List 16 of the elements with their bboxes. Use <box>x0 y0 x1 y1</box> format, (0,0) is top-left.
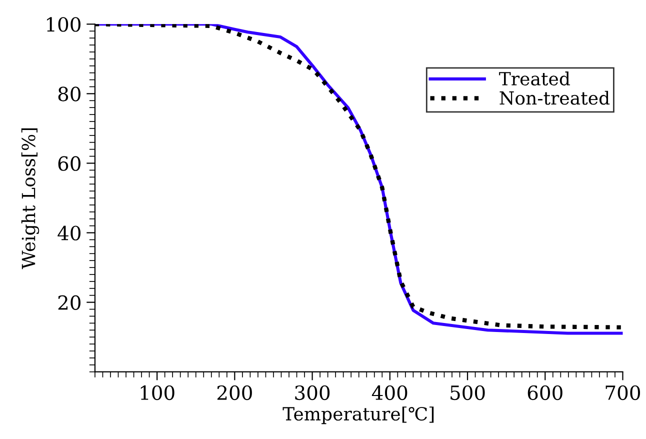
x-tick-label: 400 <box>372 385 408 400</box>
x-tick-label: 200 <box>217 385 252 400</box>
legend-label: Non-treated <box>500 90 610 105</box>
x-tick-label: 300 <box>295 385 330 400</box>
x-tick-label: 600 <box>528 385 562 400</box>
y-axis-title: Weight Loss[%] <box>21 128 40 270</box>
y-tick-label: 60 <box>58 156 80 171</box>
y-tick-label: 20 <box>58 295 80 310</box>
y-tick-label: 100 <box>47 17 80 32</box>
y-tick-label: 80 <box>58 86 80 102</box>
x-tick-label: 500 <box>450 385 485 400</box>
legend-label: Treated <box>499 72 570 86</box>
y-tick-label: 40 <box>58 226 80 240</box>
x-axis-title: Temperature[℃] <box>282 406 434 424</box>
x-tick-label: 700 <box>606 385 640 400</box>
x-tick-label: 100 <box>140 385 174 400</box>
